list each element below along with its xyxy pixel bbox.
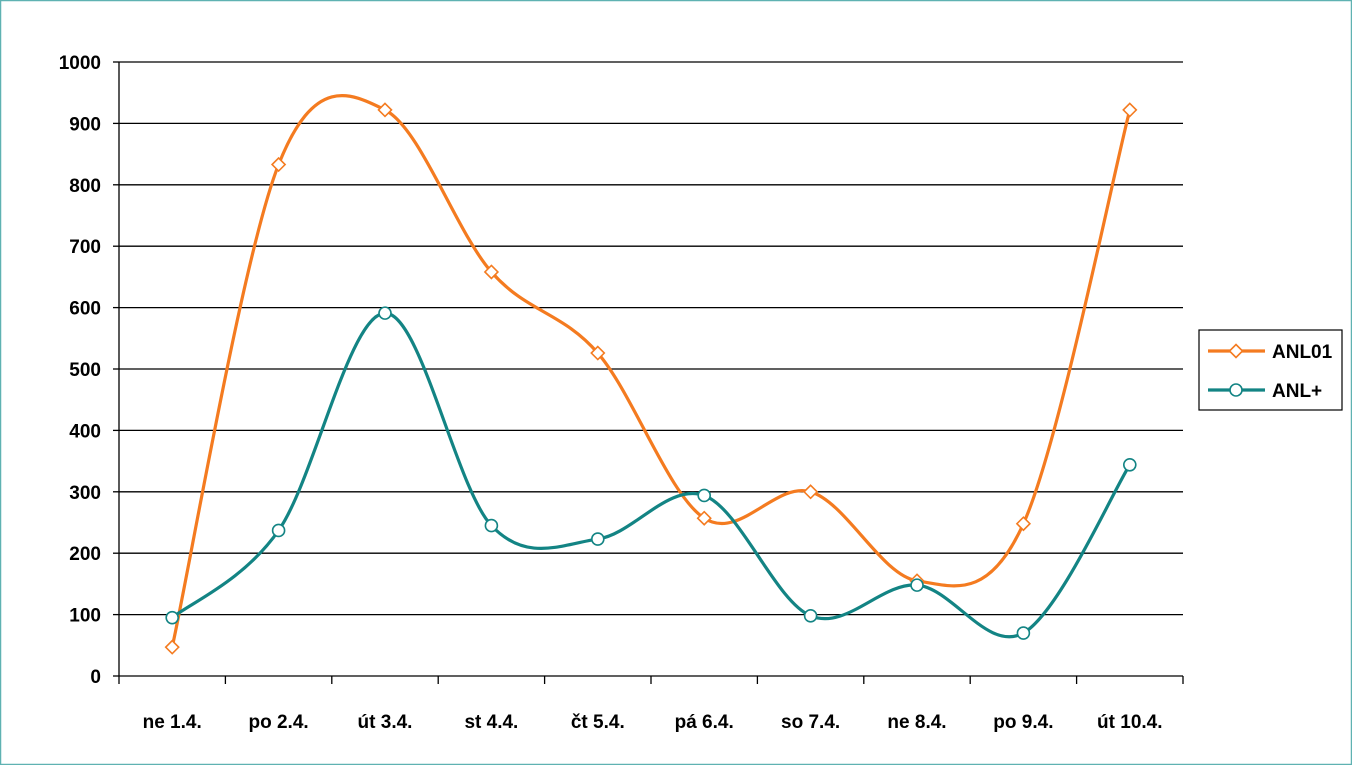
data-point-anl01 — [164, 639, 180, 655]
gridlines — [119, 61, 1183, 616]
x-tick-label: ne 8.4. — [887, 712, 946, 733]
x-tick-label: út 3.4. — [358, 712, 413, 733]
x-tick-label: so 7.4. — [781, 712, 840, 733]
data-point-anl-plus — [1123, 457, 1137, 472]
x-tick-label: po 9.4. — [993, 712, 1053, 733]
data-point-anl01 — [270, 156, 287, 173]
y-tick-label: 1000 — [59, 53, 101, 74]
x-tick-label: pá 6.4. — [675, 712, 734, 733]
data-point-anl01 — [696, 510, 712, 526]
legend-marker-anl01 — [1228, 343, 1244, 359]
legend-marker-anl-plus — [1229, 383, 1243, 397]
data-point-anl01 — [1122, 102, 1138, 118]
data-point-anl-plus — [378, 306, 392, 320]
y-tick-label: 600 — [69, 299, 101, 320]
legend-label-anl01: ANL01 — [1272, 342, 1333, 363]
data-point-anl01 — [377, 102, 393, 118]
data-point-anl-plus — [910, 578, 924, 592]
y-tick-label: 100 — [69, 606, 101, 627]
data-point-anl01 — [483, 264, 500, 280]
x-tick-label: po 2.4. — [249, 712, 309, 733]
legend-box — [1198, 329, 1343, 411]
data-point-anl-plus — [590, 532, 605, 546]
legend: ANL01 ANL+ — [1198, 329, 1343, 411]
y-tick-label: 500 — [69, 360, 101, 381]
x-tick-label: čt 5.4. — [571, 712, 625, 733]
data-point-anl-plus — [484, 518, 499, 533]
x-tick-label: ne 1.4. — [143, 712, 202, 733]
x-tick-label: út 10.4. — [1097, 712, 1162, 733]
series-line-anl-plus — [171, 311, 1132, 639]
data-point-anl-plus — [165, 610, 179, 625]
y-tick-label: 900 — [69, 114, 101, 135]
data-point-anl-plus — [1016, 626, 1031, 640]
x-tick-label: st 4.4. — [464, 712, 518, 733]
data-point-anl01 — [1015, 516, 1032, 532]
axes — [113, 61, 1184, 684]
data-point-anl-plus — [803, 609, 818, 623]
series-anl-plus — [165, 306, 1137, 640]
y-tick-label: 400 — [69, 421, 101, 442]
data-point-anl01 — [590, 345, 606, 361]
y-tick-label: 200 — [69, 544, 101, 565]
legend-label-anl-plus: ANL+ — [1272, 381, 1322, 402]
y-tick-label: 800 — [69, 176, 101, 197]
data-point-anl01 — [802, 484, 819, 500]
data-point-anl-plus — [697, 488, 712, 503]
x-axis-tick-labels: ne 1.4. po 2.4. út 3.4. st 4.4. čt 5.4. pá 6.… — [143, 712, 1163, 733]
y-tick-label: 0 — [90, 667, 101, 688]
series-lines — [164, 94, 1138, 655]
y-tick-label: 300 — [69, 483, 101, 504]
y-tick-label: 700 — [69, 237, 101, 258]
data-point-anl-plus — [271, 523, 286, 538]
y-axis-tick-labels: 0 100 200 300 400 500 600 700 800 900 1000 — [59, 53, 101, 688]
